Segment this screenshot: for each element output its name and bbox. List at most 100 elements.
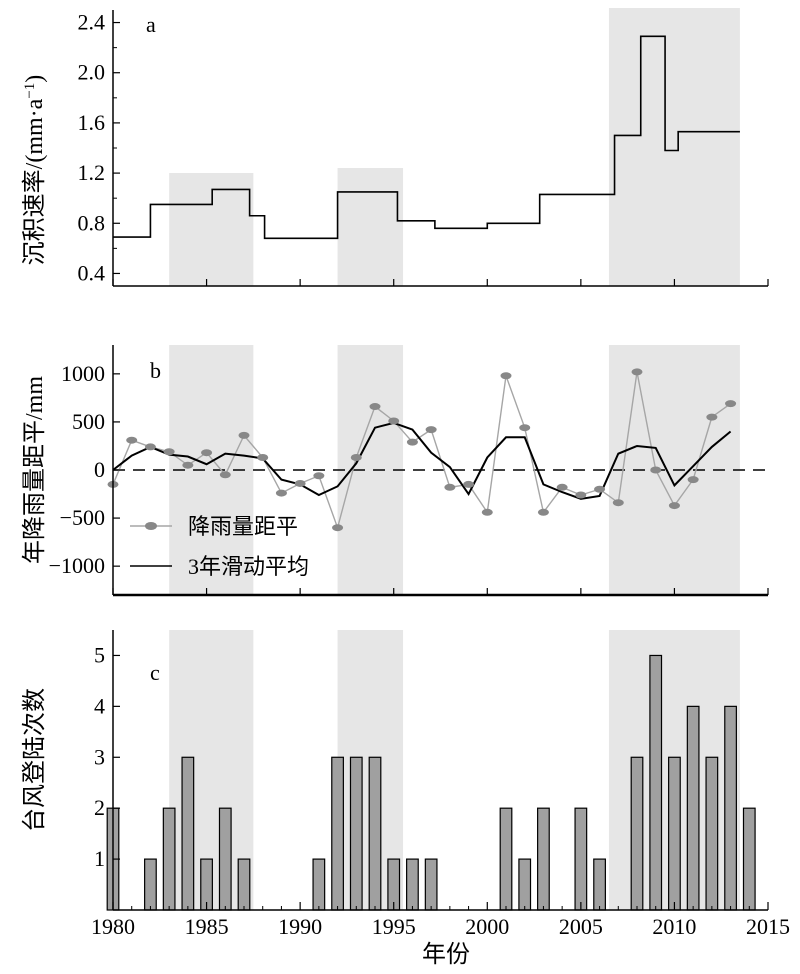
rain-point-1996: [406, 438, 418, 446]
panel-c-ytick-label-3: 4: [94, 693, 105, 718]
legend-avg-label: 3年滑动平均: [188, 554, 309, 579]
rain-point-2000: [481, 508, 493, 516]
rain-point-1987: [238, 431, 250, 439]
bar-2012: [705, 756, 719, 911]
rain-point-2006: [594, 485, 606, 493]
x-tick-label-6: 2010: [652, 914, 696, 939]
bar-1984: [181, 756, 195, 911]
panel-b-ytick-label-1: 500: [72, 409, 105, 434]
rain-point-2002: [519, 424, 531, 432]
panel-c-ytick-label-4: 5: [94, 642, 105, 667]
panel-b-ytick-label-3: −500: [60, 505, 105, 530]
bar-2009: [649, 654, 663, 911]
legend-rain-marker: [145, 522, 157, 530]
bar-2003: [537, 807, 550, 911]
rain-point-1998: [444, 483, 456, 491]
bar-1997: [424, 858, 438, 911]
panel-b-ylabel: 年降雨量距平/mm: [21, 376, 48, 564]
panel-b-legend: 降雨量距平 3年滑动平均: [130, 514, 309, 579]
panel-c-letter: c: [150, 660, 160, 685]
x-tick-label-0: 1980: [91, 914, 135, 939]
panel-a-axes: 0.4 0.8 1.2 1.6 2.0 2.4: [78, 10, 769, 287]
series-rain-anomaly: [112, 371, 731, 531]
shade-a-1: [337, 168, 404, 286]
panel-a-ylabel: 沉积速率/(mm·a−1): [21, 75, 48, 266]
bar-1987: [237, 858, 251, 911]
bar-2008: [630, 756, 644, 911]
x-axis: 1980 1985 1990 1995 2000 2005 2010 2015: [91, 902, 790, 939]
rain-point-2011: [687, 476, 699, 484]
rain-point-1988: [257, 454, 269, 461]
legend-rain-label: 降雨量距平: [188, 514, 298, 539]
panel-a-ylabel-sup: −1: [22, 83, 38, 99]
bar-2005: [574, 807, 588, 911]
rain-point-1984: [182, 461, 194, 469]
bar-1983: [162, 807, 176, 911]
panel-c-ylabel: 台风登陆次数: [21, 688, 48, 832]
bar-2002: [518, 858, 532, 911]
rain-point-1991: [313, 472, 325, 480]
x-tick-label-2: 1990: [278, 914, 322, 939]
rain-point-2003: [537, 508, 549, 516]
bar-2011: [686, 705, 700, 911]
panel-a-ylabel-close: ): [22, 75, 48, 83]
panel-b-ytick-label-4: −1000: [49, 553, 105, 578]
rain-point-2005: [575, 491, 587, 499]
panel-a-ytick-label-1: 0.8: [78, 210, 106, 235]
panel-c: 1 2 3 4 5 c 台风登陆次数: [21, 630, 756, 911]
rain-point-2012: [706, 413, 718, 421]
rain-point-2008: [631, 368, 643, 376]
bar-1991: [312, 858, 326, 911]
panel-a-ylabel-unit: (mm·a: [22, 98, 48, 162]
panel-c-ytick-label-1: 2: [94, 795, 105, 820]
shade-b-1: [337, 345, 404, 595]
panel-b: 1000 500 0 −500 −1000 b 年降雨量距平/mm 降雨量距平 3年滑动…: [21, 345, 769, 597]
shade-a-0: [169, 173, 254, 286]
bar-1996: [406, 858, 419, 911]
rain-point-1992: [332, 524, 344, 532]
series-3yr-average: [112, 421, 732, 500]
rain-point-1997: [425, 426, 437, 434]
panel-a-ylabel-main: 沉积速率/: [21, 162, 48, 265]
x-tick-label-7: 2015: [746, 914, 790, 939]
rain-point-2001: [500, 372, 512, 380]
bar-1993: [349, 756, 363, 911]
panel-c-ytick-label-2: 3: [94, 744, 105, 769]
x-tick-label-5: 2005: [559, 914, 603, 939]
x-axis-title: 年份: [422, 941, 470, 968]
rain-point-2009: [650, 466, 662, 474]
panel-a-step-line: [113, 35, 740, 240]
rain-point-1999: [463, 480, 475, 488]
rain-point-1985: [201, 449, 213, 457]
shade-a-2: [608, 8, 740, 286]
rain-point-1994: [369, 403, 381, 411]
bar-2014: [742, 807, 756, 911]
panel-b-letter: b: [150, 358, 161, 383]
panel-b-plot: [107, 368, 768, 532]
bar-1982: [144, 858, 157, 911]
x-tick-label-1: 1985: [185, 914, 229, 939]
bar-2010: [668, 756, 681, 911]
rain-point-2004: [556, 483, 568, 491]
x-tick-label-3: 1995: [372, 914, 416, 939]
rain-point-1995: [388, 417, 400, 425]
rain-point-2013: [725, 400, 737, 408]
panel-c-ytick-label-0: 1: [94, 846, 105, 871]
panel-a-letter: a: [146, 12, 156, 37]
rain-point-1990: [294, 479, 306, 487]
rain-point-1993: [350, 454, 362, 461]
panel-b-ytick-label-2: 0: [94, 457, 105, 482]
panel-a-ytick-label-5: 2.4: [78, 10, 106, 35]
panel-a-ytick-label-3: 1.6: [78, 110, 106, 135]
bar-1992: [331, 756, 344, 911]
rain-point-1982: [144, 443, 156, 451]
bar-1994: [368, 756, 382, 911]
panel-b-ytick-label-0: 1000: [61, 361, 105, 386]
rain-point-2007: [612, 499, 624, 507]
bar-2013: [724, 705, 737, 911]
bar-2006: [593, 858, 606, 911]
x-tick-label-4: 2000: [465, 914, 509, 939]
rain-point-1989: [275, 489, 287, 497]
panel-a-ytick-label-4: 2.0: [78, 60, 106, 85]
